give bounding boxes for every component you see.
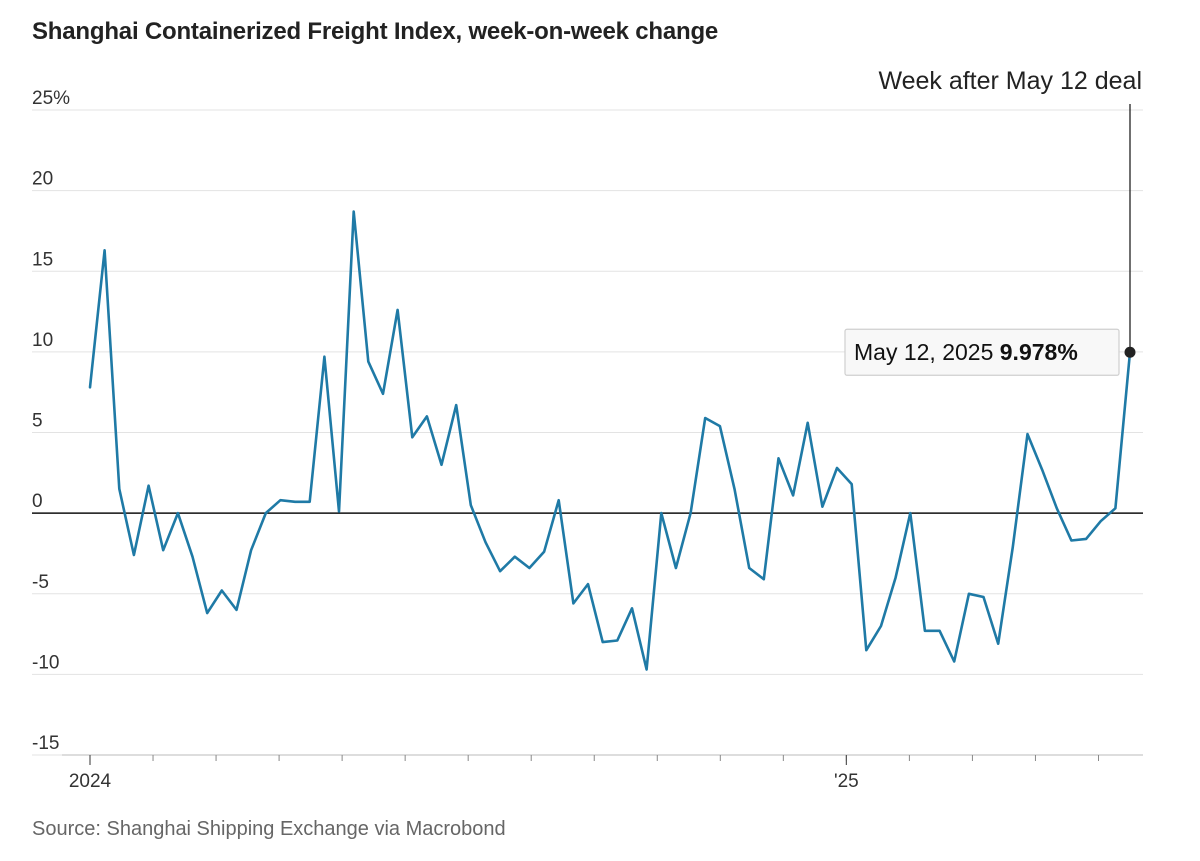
x-axis: 2024 '25 xyxy=(62,754,1143,792)
callout-label: May 12, 2025 9.978% xyxy=(854,339,1078,365)
annotation-top-label: Week after May 12 deal xyxy=(878,67,1142,95)
chart-title: Shanghai Containerized Freight Index, we… xyxy=(32,18,719,45)
x-tick-label: 2024 xyxy=(69,771,112,792)
y-axis-ticks: 25% 20 15 10 5 0 -5 -10 -15 xyxy=(32,88,70,754)
y-tick-label: 5 xyxy=(32,411,43,432)
series-line xyxy=(88,210,1132,671)
y-tick-label: -10 xyxy=(32,652,59,673)
y-tick-label: -5 xyxy=(32,572,49,593)
callout-value: 9.978% xyxy=(1000,339,1078,365)
gridlines xyxy=(32,109,1143,756)
last-point-marker xyxy=(1124,346,1136,358)
y-tick-label: 0 xyxy=(32,491,43,512)
callout-date: May 12, 2025 xyxy=(854,339,1000,365)
y-tick-label: -15 xyxy=(32,733,59,754)
callout-box xyxy=(844,328,1120,376)
source-note: Source: Shanghai Shipping Exchange via M… xyxy=(32,818,506,840)
series-layer xyxy=(88,210,1132,671)
y-tick-label: 10 xyxy=(32,330,53,351)
x-tick-label: '25 xyxy=(834,771,859,792)
y-tick-label: 15 xyxy=(32,249,53,270)
annotation-layer: Week after May 12 deal May 12, 2025 9.978… xyxy=(844,67,1142,376)
y-tick-label: 25% xyxy=(32,88,70,109)
y-tick-label: 20 xyxy=(32,169,53,190)
